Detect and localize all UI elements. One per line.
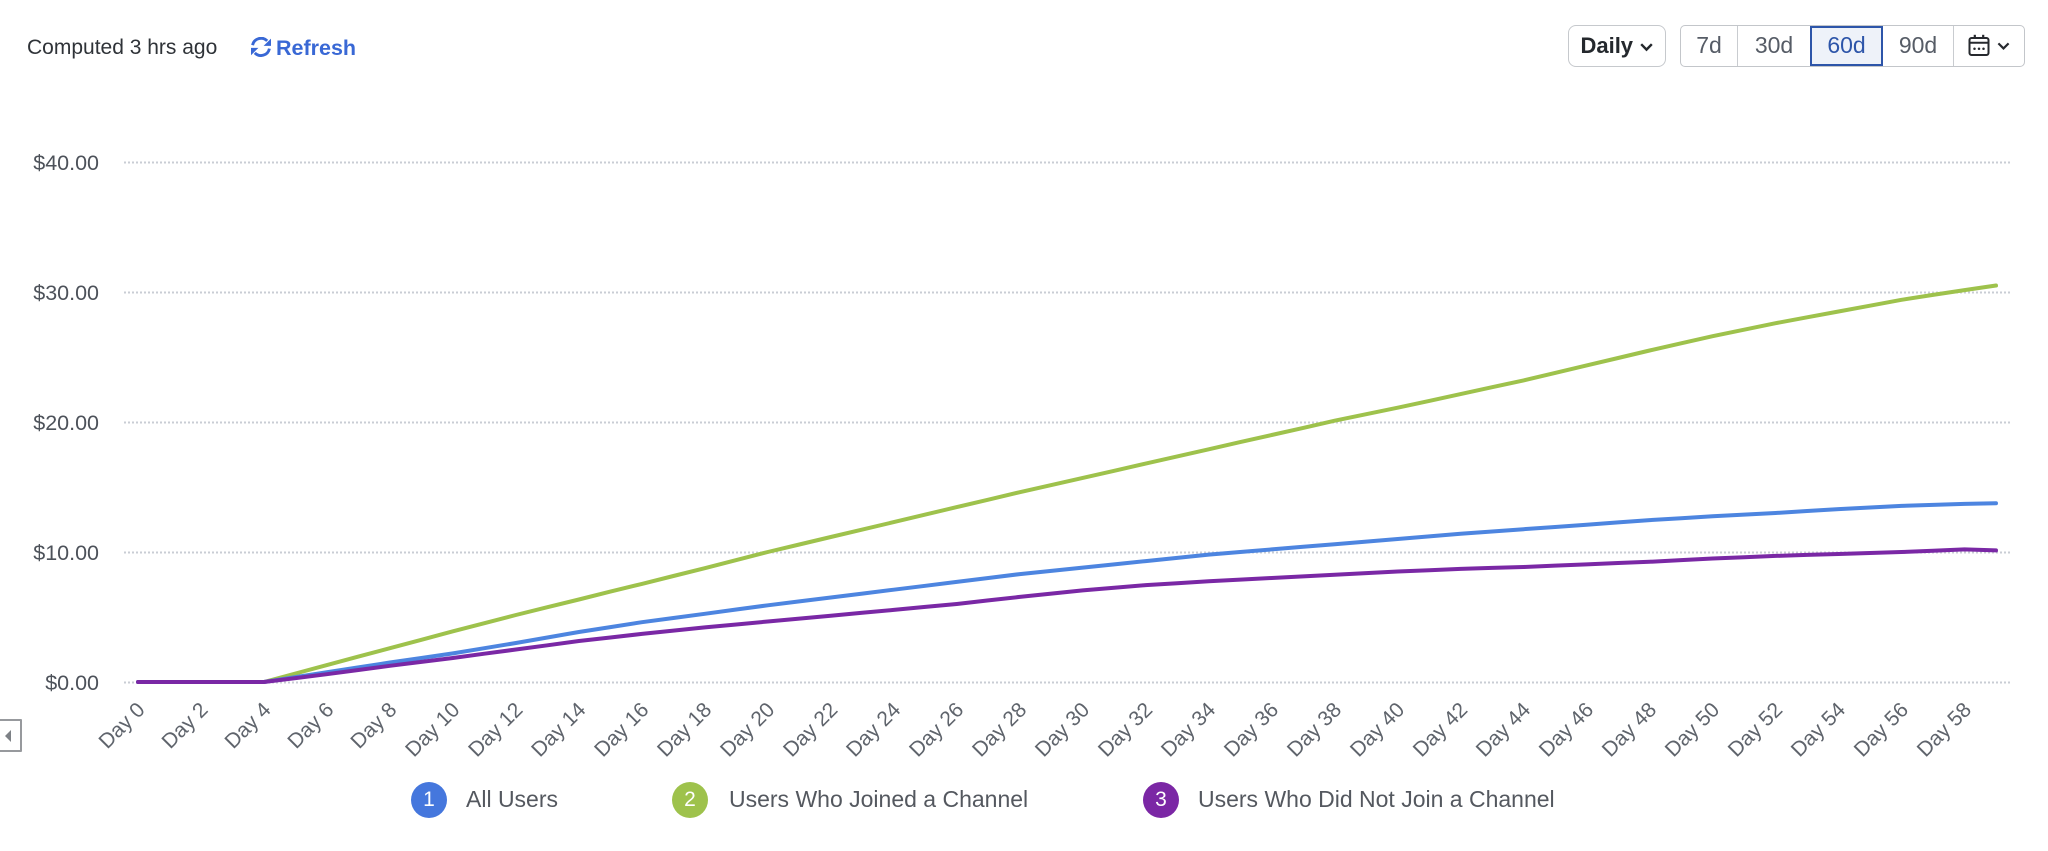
svg-text:Day 30: Day 30 [1031,698,1094,761]
svg-text:$20.00: $20.00 [33,411,99,435]
svg-text:Day 42: Day 42 [1409,698,1472,761]
svg-text:Day 54: Day 54 [1787,698,1851,762]
svg-text:Day 36: Day 36 [1220,698,1283,761]
svg-text:Day 24: Day 24 [842,698,906,762]
svg-text:Day 52: Day 52 [1724,698,1787,761]
svg-text:Day 56: Day 56 [1850,698,1913,761]
svg-text:Day 20: Day 20 [716,698,779,761]
svg-text:Day 0: Day 0 [94,698,149,753]
svg-text:Day 50: Day 50 [1661,698,1724,761]
svg-text:Day 12: Day 12 [464,698,527,761]
svg-text:Day 22: Day 22 [779,698,842,761]
svg-text:$40.00: $40.00 [33,151,99,175]
svg-text:Day 10: Day 10 [401,698,464,761]
svg-text:Day 18: Day 18 [653,698,716,761]
svg-text:Day 32: Day 32 [1094,698,1157,761]
svg-text:Day 2: Day 2 [157,698,212,753]
svg-text:Day 40: Day 40 [1346,698,1409,761]
svg-text:Day 4: Day 4 [220,698,275,753]
svg-text:Day 34: Day 34 [1157,698,1221,762]
svg-text:$0.00: $0.00 [45,671,99,695]
svg-text:Day 38: Day 38 [1283,698,1346,761]
svg-text:$30.00: $30.00 [33,281,99,305]
svg-text:Day 28: Day 28 [968,698,1031,761]
svg-text:Day 46: Day 46 [1535,698,1598,761]
svg-text:Day 44: Day 44 [1472,698,1536,762]
svg-text:Day 58: Day 58 [1913,698,1976,761]
svg-text:Day 26: Day 26 [905,698,968,761]
svg-text:$10.00: $10.00 [33,541,99,565]
svg-text:Day 8: Day 8 [346,698,401,753]
svg-text:Day 16: Day 16 [590,698,653,761]
svg-text:Day 48: Day 48 [1598,698,1661,761]
svg-text:Day 14: Day 14 [527,698,591,762]
svg-text:Day 6: Day 6 [283,698,338,753]
